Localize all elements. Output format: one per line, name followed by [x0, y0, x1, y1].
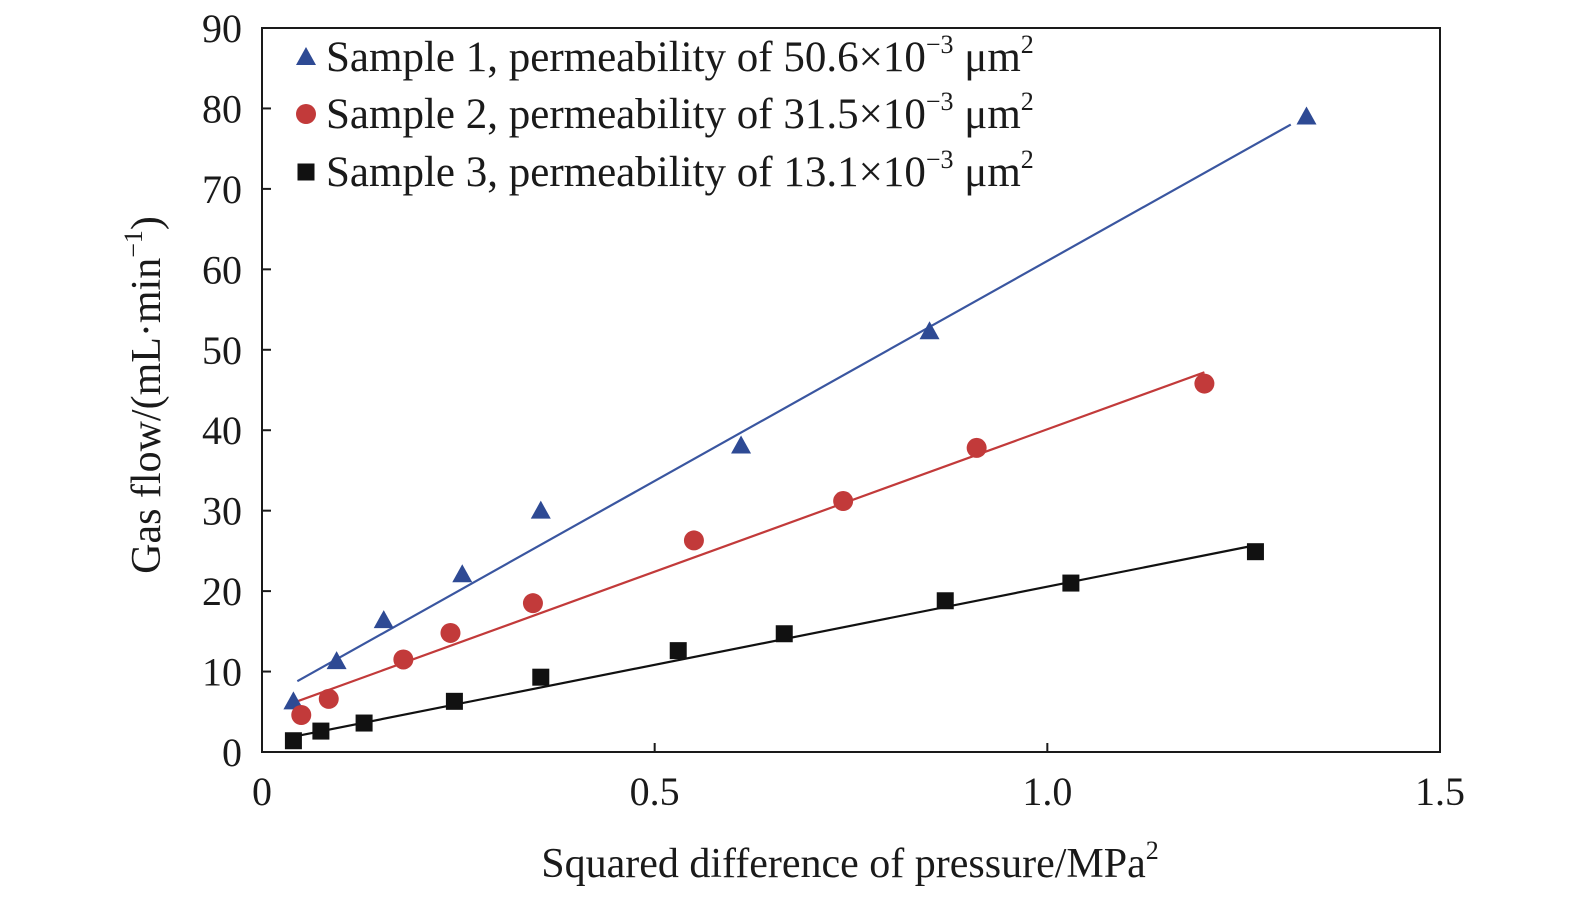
y-axis-label-close: ): [124, 216, 170, 230]
fit-line-sample-3: [293, 544, 1256, 738]
axis-ticks: 0 10 20 30 40 50 60 70 80 90 0 0.5 1.0 1.5: [202, 6, 1465, 814]
legend-unit-sup: 2: [1021, 145, 1034, 174]
data-point-sample-3: [312, 722, 330, 740]
data-point-sample-3: [532, 668, 550, 686]
y-tick-label: 20: [202, 569, 242, 614]
legend-marker-sample-2: [296, 104, 316, 124]
legend-unit-sup: 2: [1021, 87, 1034, 116]
legend-marker-sample-1: [296, 47, 316, 65]
x-axis-label-sup: 2: [1146, 836, 1159, 865]
data-point-sample-3: [284, 732, 302, 750]
y-tick-label: 70: [202, 167, 242, 212]
legend-marker-sample-3: [297, 163, 315, 181]
data-point-sample-3: [355, 714, 373, 732]
y-tick-label: 30: [202, 489, 242, 534]
y-tick-label: 0: [222, 730, 242, 775]
y-tick-label: 60: [202, 247, 242, 292]
data-point-sample-2: [833, 491, 854, 512]
legend: Sample 1, permeability of 50.6×10−3 μm2S…: [296, 30, 1034, 196]
legend-entry-sample-3: Sample 3, permeability of 13.1×10−3 μm2: [326, 145, 1034, 196]
y-axis-label: Gas flow/(mL·min−1): [119, 216, 170, 574]
legend-name-sup: −3: [926, 30, 954, 59]
data-point-sample-3: [1246, 543, 1264, 561]
plot-border: [261, 27, 1441, 753]
legend-name-sup: −3: [926, 145, 954, 174]
legend-unit: μm: [954, 34, 1021, 81]
data-point-sample-2: [393, 649, 414, 670]
data-point-sample-2: [683, 530, 704, 551]
legend-name: Sample 2, permeability of 31.5×10: [326, 91, 926, 138]
fit-lines: [293, 123, 1292, 738]
data-point-sample-1: [373, 610, 394, 629]
data-point-sample-1: [326, 651, 347, 670]
fit-line-sample-1: [296, 123, 1292, 683]
data-point-sample-3: [669, 642, 687, 660]
legend-name: Sample 1, permeability of 50.6×10: [326, 34, 926, 81]
y-tick-label: 40: [202, 408, 242, 453]
data-point-sample-3: [775, 625, 793, 643]
x-tick-label: 1.0: [1022, 769, 1072, 814]
data-point-sample-2: [522, 593, 543, 614]
x-axis-label-main: Squared difference of pressure/MPa: [541, 841, 1146, 887]
x-axis-label: Squared difference of pressure/MPa2: [541, 836, 1159, 887]
data-point-sample-1: [919, 321, 940, 340]
data-point-sample-1: [1296, 106, 1317, 125]
y-axis-label-sup: −1: [119, 230, 148, 258]
y-tick-label: 50: [202, 328, 242, 373]
x-tick-label: 0.5: [630, 769, 680, 814]
data-markers: [283, 106, 1317, 750]
legend-unit: μm: [954, 91, 1021, 138]
data-point-sample-3: [445, 692, 463, 710]
legend-name-sup: −3: [926, 87, 954, 116]
legend-entry-sample-1: Sample 1, permeability of 50.6×10−3 μm2: [326, 30, 1034, 81]
y-tick-label: 80: [202, 86, 242, 131]
x-tick-label: 0: [252, 769, 272, 814]
legend-unit: μm: [954, 149, 1021, 196]
data-point-sample-2: [966, 437, 987, 458]
y-tick-label: 10: [202, 650, 242, 695]
data-point-sample-3: [936, 592, 954, 610]
fit-line-sample-2: [296, 371, 1205, 703]
legend-entry-sample-2: Sample 2, permeability of 31.5×10−3 μm2: [326, 87, 1034, 138]
legend-name: Sample 3, permeability of 13.1×10: [326, 149, 926, 196]
legend-unit-sup: 2: [1021, 30, 1034, 59]
data-point-sample-2: [291, 704, 312, 725]
data-point-sample-1: [452, 564, 473, 583]
data-point-sample-3: [1062, 574, 1080, 592]
y-tick-label: 90: [202, 6, 242, 51]
data-point-sample-2: [1194, 373, 1215, 394]
data-point-sample-1: [283, 691, 304, 710]
y-axis-label-main: Gas flow/(mL·min: [124, 258, 170, 574]
x-tick-label: 1.5: [1415, 769, 1465, 814]
data-point-sample-1: [530, 500, 551, 519]
data-point-sample-2: [318, 688, 339, 709]
data-point-sample-1: [731, 435, 752, 454]
data-point-sample-2: [440, 622, 461, 643]
plot-frame: [261, 27, 1441, 753]
